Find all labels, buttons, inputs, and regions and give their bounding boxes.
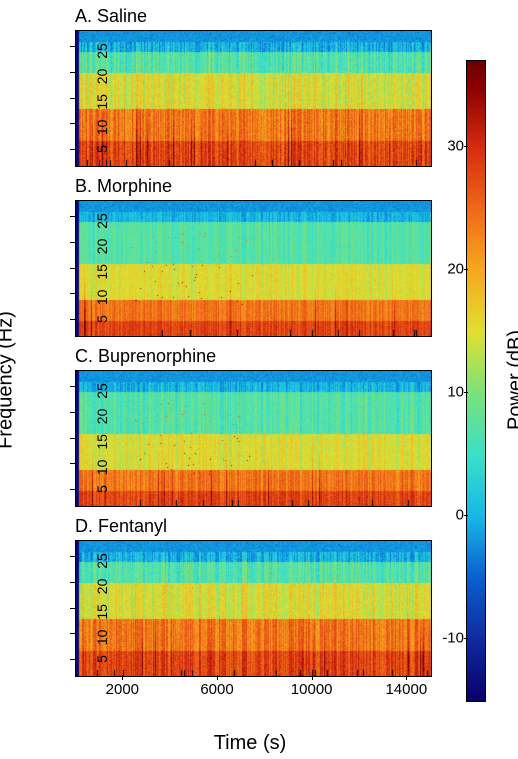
y-axis-label: Frequency (Hz) <box>0 311 18 449</box>
colorbar-tick: 20 <box>447 261 464 278</box>
colorbar-tick: -10 <box>442 630 464 647</box>
colorbar <box>466 60 486 702</box>
x-tick: 2000 <box>106 681 139 698</box>
x-tick: 14000 <box>385 681 427 698</box>
spectrogram-C <box>75 370 432 507</box>
panel-D: D. Fentanyl5 10 15 20 25 <box>75 540 430 675</box>
spectrogram-B <box>75 200 432 337</box>
y-ticks-D: 5 10 15 20 25 <box>94 553 110 663</box>
x-tick: 6000 <box>200 681 233 698</box>
spectrogram-D <box>75 540 432 677</box>
x-axis-label: Time (s) <box>214 732 287 755</box>
panel-title-A: A. Saline <box>75 6 147 27</box>
panel-A: A. Saline5 10 15 20 25 <box>75 30 430 165</box>
panel-B: B. Morphine5 10 15 20 25 <box>75 200 430 335</box>
panel-title-B: B. Morphine <box>75 176 172 197</box>
colorbar-tick: 10 <box>447 384 464 401</box>
colorbar-tick: 0 <box>456 507 464 524</box>
figure: Frequency (Hz) Time (s) A. Saline5 10 15… <box>0 0 518 759</box>
y-ticks-A: 5 10 15 20 25 <box>94 43 110 153</box>
x-tick: 10000 <box>291 681 333 698</box>
colorbar-tick: 30 <box>447 138 464 155</box>
colorbar-label: Power (dB) <box>505 330 518 430</box>
panel-C: C. Buprenorphine5 10 15 20 25 <box>75 370 430 505</box>
panel-title-D: D. Fentanyl <box>75 516 167 537</box>
panel-title-C: C. Buprenorphine <box>75 346 216 367</box>
y-ticks-C: 5 10 15 20 25 <box>94 383 110 493</box>
y-ticks-B: 5 10 15 20 25 <box>94 213 110 323</box>
spectrogram-A <box>75 30 432 167</box>
